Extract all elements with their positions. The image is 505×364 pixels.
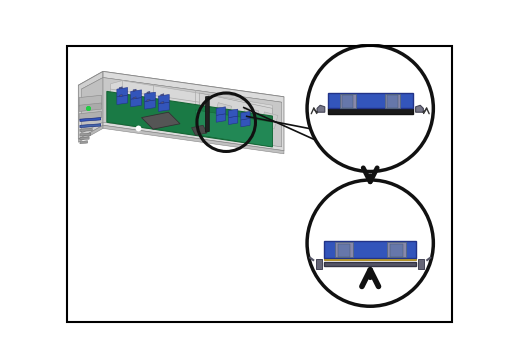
Polygon shape — [80, 141, 87, 144]
Polygon shape — [80, 133, 90, 136]
Polygon shape — [81, 78, 281, 115]
Polygon shape — [78, 71, 103, 139]
Polygon shape — [103, 78, 281, 147]
Polygon shape — [78, 71, 283, 112]
Polygon shape — [80, 137, 89, 140]
Polygon shape — [240, 111, 249, 120]
Polygon shape — [191, 125, 207, 135]
Bar — [316, 258, 322, 269]
Polygon shape — [317, 105, 324, 112]
Bar — [323, 241, 416, 258]
Polygon shape — [117, 88, 127, 97]
Polygon shape — [81, 78, 103, 133]
Polygon shape — [158, 95, 169, 104]
Bar — [384, 94, 399, 108]
Bar — [241, 107, 258, 124]
Polygon shape — [79, 111, 102, 120]
Polygon shape — [79, 103, 102, 111]
Polygon shape — [144, 100, 155, 109]
Polygon shape — [216, 107, 225, 115]
Bar — [214, 103, 231, 120]
Polygon shape — [158, 102, 169, 111]
Polygon shape — [80, 124, 100, 128]
Polygon shape — [119, 87, 122, 89]
Bar — [327, 108, 412, 114]
Bar — [337, 244, 349, 257]
Polygon shape — [228, 116, 237, 124]
Polygon shape — [240, 118, 249, 127]
Polygon shape — [130, 98, 141, 107]
Polygon shape — [119, 95, 122, 97]
Polygon shape — [146, 91, 149, 94]
Polygon shape — [79, 95, 102, 107]
Bar — [323, 258, 416, 260]
Polygon shape — [144, 92, 155, 102]
Bar — [342, 95, 352, 108]
Bar — [386, 242, 405, 257]
Polygon shape — [80, 128, 92, 131]
Polygon shape — [141, 112, 180, 129]
Bar — [339, 94, 355, 108]
Bar — [323, 262, 416, 266]
Polygon shape — [195, 110, 272, 147]
Polygon shape — [205, 96, 209, 132]
Polygon shape — [78, 125, 103, 142]
Polygon shape — [80, 118, 100, 122]
Polygon shape — [161, 94, 164, 96]
Polygon shape — [130, 90, 141, 99]
Circle shape — [307, 180, 432, 306]
Polygon shape — [117, 95, 127, 104]
Bar — [386, 95, 397, 108]
Polygon shape — [103, 71, 283, 151]
Polygon shape — [107, 91, 272, 147]
Bar — [261, 112, 277, 129]
Polygon shape — [103, 125, 283, 154]
Polygon shape — [228, 109, 237, 118]
Circle shape — [307, 45, 432, 171]
Bar — [327, 93, 412, 108]
Polygon shape — [146, 99, 149, 102]
Polygon shape — [133, 89, 136, 91]
Polygon shape — [161, 102, 164, 104]
Polygon shape — [415, 105, 423, 112]
Polygon shape — [133, 97, 136, 99]
Bar — [389, 244, 402, 257]
Bar — [334, 242, 352, 257]
Bar — [417, 258, 423, 269]
Polygon shape — [111, 81, 122, 121]
Polygon shape — [122, 81, 272, 142]
Polygon shape — [199, 93, 272, 139]
Polygon shape — [216, 114, 225, 122]
